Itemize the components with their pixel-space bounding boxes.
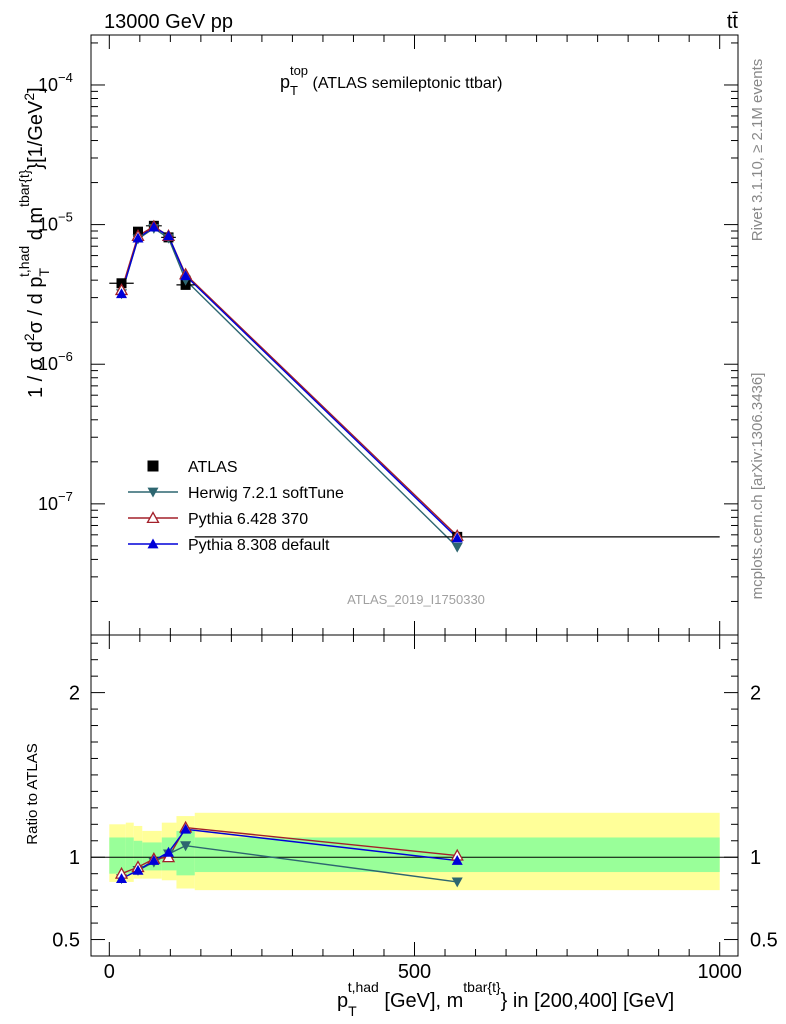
main-series-3-point-5 — [451, 532, 463, 543]
x-tick-label-2: 1000 — [697, 961, 742, 983]
xlabel-part-1: p — [337, 990, 348, 1012]
x-tick-label-0: 0 — [104, 961, 115, 983]
ratio-axes: 0.5 0.5 1 1 2 2 0 500 1000 — [52, 635, 778, 983]
analysis-id: ATLAS_2019_I1750330 — [347, 592, 485, 607]
main-series-line-3 — [120, 226, 458, 539]
tick-exponent: −6 — [58, 349, 73, 364]
chart-title-rest: (ATLAS semileptonic ttbar) — [308, 75, 502, 92]
ratio-y-tick-label-right-0: 0.5 — [750, 930, 778, 952]
main-y-axis-label: 1 / σ d2σ / d pTt,had d mtbar{t}}[1/GeV2… — [16, 87, 52, 398]
legend-marker-1 — [147, 487, 159, 498]
x-axis-label: pTt,had [GeV], mtbar{t}} in [200,400] [G… — [337, 979, 674, 1019]
mcplots-label: mcplots.cern.ch [arXiv:1306.3436] — [749, 373, 766, 600]
ratio-inner-band-1 — [125, 837, 134, 874]
tick-base: 10 — [38, 354, 58, 374]
chart-title: pTtop (ATLAS semileptonic ttbar) — [280, 63, 502, 98]
ratio-plot-area — [114, 820, 464, 888]
ratio-inner-band-2 — [133, 840, 143, 871]
main-series-3-point-3 — [163, 230, 175, 241]
tick-exponent: −7 — [58, 489, 73, 504]
legend-marker-0 — [147, 460, 159, 472]
main-series-3-point-0 — [116, 288, 128, 299]
legend-label-0: ATLAS — [188, 459, 238, 476]
xlabel-part-2: [GeV], m — [379, 990, 463, 1012]
ratio-y-tick-label-left-0: 0.5 — [52, 930, 80, 952]
tick-exponent: −5 — [58, 210, 73, 225]
main-series-3-point-2 — [148, 221, 160, 232]
ratio-series-2-point-4 — [180, 823, 192, 834]
tick-base: 10 — [38, 215, 58, 235]
ylabel-part-2-sup: t,had — [16, 246, 32, 277]
ratio-series-2-point-2 — [148, 855, 160, 865]
legend-marker-3 — [147, 538, 159, 549]
ylabel-part-2: σ / d p — [25, 277, 47, 334]
xlabel-part-2-sup: tbar{t} — [463, 979, 501, 995]
legend-label-2: Pythia 6.428 370 — [188, 511, 308, 528]
process-label: tt̄ — [727, 11, 739, 33]
rivet-label: Rivet 3.1.10, ≥ 2.1M events — [749, 59, 766, 242]
xlabel-part-3: } in [200,400] [GeV] — [501, 990, 674, 1012]
main-axes: 10−710−610−510−4 — [38, 35, 738, 635]
ylabel-part-5: ] — [25, 87, 47, 93]
ylabel-part-3-sup: tbar{t} — [16, 169, 32, 207]
legend-marker-2 — [146, 511, 160, 524]
ratio-y-tick-label-right-1: 1 — [750, 847, 761, 869]
ylabel-part-4-sup: 2 — [21, 93, 37, 101]
chart-title-sup: top — [290, 63, 308, 78]
ratio-series-2-point-3 — [163, 846, 175, 857]
chart-title-main: p — [280, 72, 290, 92]
ratio-y-tick-label-left-2: 2 — [69, 683, 80, 705]
x-tick-label-1: 500 — [398, 961, 431, 983]
legend-label-3: Pythia 8.308 default — [188, 537, 330, 554]
tick-base: 10 — [38, 75, 58, 95]
xlabel-part-1-sup: t,had — [348, 979, 379, 995]
ratio-panel-frame — [90, 634, 739, 957]
ratio-y-tick-label-right-2: 2 — [750, 683, 761, 705]
tick-base: 10 — [38, 494, 58, 514]
main-series-1-point-5 — [451, 542, 463, 553]
ratio-series-2-point-1 — [132, 864, 144, 875]
chart-title-sub: T — [290, 83, 298, 98]
main-series-3-point-4 — [180, 270, 192, 281]
ylabel-part-3: d m — [25, 207, 47, 246]
ylabel-part-4: }[1/GeV — [25, 100, 47, 170]
ratio-series-0-point-5 — [451, 877, 463, 888]
xlabel-part-1-sub: T — [348, 1003, 357, 1019]
ratio-series-2-point-5 — [451, 855, 463, 865]
ylabel-part-2-sub: T — [36, 268, 52, 277]
beam-label: 13000 GeV pp — [104, 11, 233, 33]
main-y-tick-label-3: 10−4 — [38, 70, 73, 95]
main-y-tick-label-0: 10−7 — [38, 489, 73, 514]
ratio-series-0-point-4 — [180, 841, 192, 852]
ratio-series-2-point-0 — [116, 873, 128, 884]
legend-label-1: Herwig 7.2.1 softTune — [188, 485, 344, 502]
ylabel-part-1-sup: 2 — [21, 333, 37, 341]
main-y-tick-label-1: 10−6 — [38, 349, 73, 374]
ratio-inner-band-0 — [109, 837, 126, 874]
main-series-3-point-1 — [132, 232, 144, 243]
ratio-y-tick-label-left-1: 1 — [69, 847, 80, 869]
legend: ATLAS Herwig 7.2.1 softTune Pythia 6.428 3… — [128, 459, 344, 554]
ratio-y-axis-label: Ratio to ATLAS — [24, 743, 41, 844]
main-y-tick-label-2: 10−5 — [38, 210, 73, 235]
tick-exponent: −4 — [58, 70, 73, 85]
ylabel-part-1: 1 / σ d — [25, 341, 47, 398]
main-plot-area — [109, 219, 720, 553]
